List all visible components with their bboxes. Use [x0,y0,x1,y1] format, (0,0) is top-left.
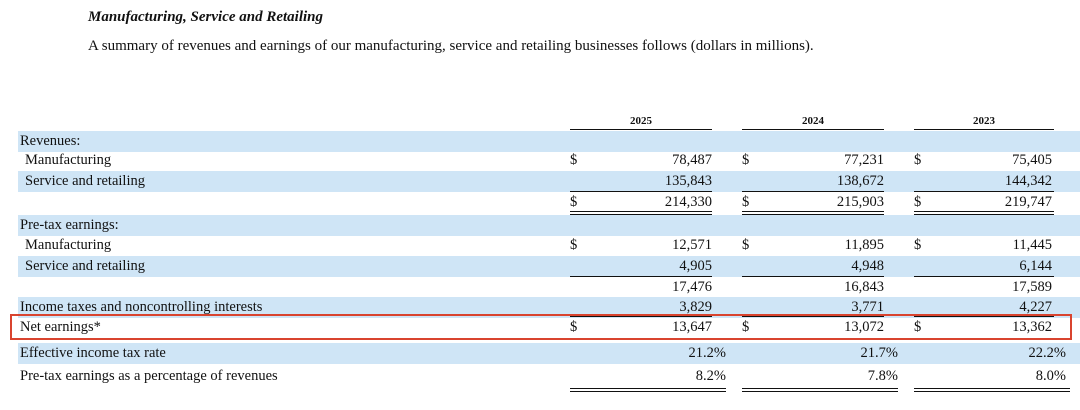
table-row-revenue-service: Service and retailing 135,843 138,672 14… [18,171,1080,192]
subtotal-rule [742,316,884,317]
value-2023: 17,589 [1012,279,1052,295]
value-2025: 8.2% [695,368,726,384]
currency-symbol: $ [570,319,578,335]
subtotal-rule [914,276,1054,277]
value-2023: 13,362 [1012,319,1052,335]
value-2025: 3,829 [679,299,712,315]
row-label: Net earnings* [20,319,101,335]
value-2023: 75,405 [1012,152,1052,168]
total-double-rule [570,211,712,215]
table-row-revenue-total: $ 214,330 $ 215,903 $ 219,747 [18,192,1080,213]
currency-symbol: $ [742,194,750,210]
value-2024: 4,948 [851,258,884,274]
subtotal-rule [570,316,712,317]
net-earnings-highlight-box [10,314,1072,340]
table-row-pretax-manufacturing: Manufacturing $ 12,571 $ 11,895 $ 11,445 [18,235,1080,256]
total-double-rule [914,211,1054,215]
value-2025: 17,476 [672,279,712,295]
table-row-revenues-header: Revenues: [18,131,1080,152]
subtotal-rule [914,191,1054,192]
subtotal-rule [570,191,712,192]
currency-symbol: $ [570,237,578,253]
value-2025: 12,571 [672,237,712,253]
column-header-2025: 2025 [630,115,652,127]
section-description: A summary of revenues and earnings of ou… [88,38,814,54]
table-row-revenue-manufacturing: Manufacturing $ 78,487 $ 77,231 $ 75,405 [18,150,1080,171]
currency-symbol: $ [742,237,750,253]
row-label: Revenues: [20,133,81,149]
value-2023: 6,144 [1019,258,1052,274]
currency-symbol: $ [914,152,922,168]
table-row-net-earnings: Net earnings* $ 13,647 $ 13,072 $ 13,362 [18,317,1080,338]
row-label: Service and retailing [25,173,145,189]
subtotal-rule [742,276,884,277]
value-2024: 3,771 [851,299,884,315]
table-row-pretax-service: Service and retailing 4,905 4,948 6,144 [18,256,1080,277]
value-2023: 144,342 [1004,173,1052,189]
row-label: Pre-tax earnings: [20,217,119,233]
subtotal-rule [570,276,712,277]
value-2024: 138,672 [836,173,884,189]
value-2024: 7.8% [867,368,898,384]
value-2023: 8.0% [1035,368,1066,384]
value-2025: 4,905 [679,258,712,274]
row-label: Effective income tax rate [20,345,166,361]
currency-symbol: $ [914,319,922,335]
currency-symbol: $ [914,237,922,253]
value-2024: 13,072 [844,319,884,335]
total-double-rule [914,388,1070,392]
total-double-rule [742,388,898,392]
value-2023: 22.2% [1028,345,1066,361]
value-2023: 4,227 [1019,299,1052,315]
value-2023: 11,445 [1012,237,1052,253]
column-header-2024: 2024 [802,115,824,127]
currency-symbol: $ [742,152,750,168]
value-2024: 77,231 [844,152,884,168]
subtotal-rule [914,316,1054,317]
value-2024: 11,895 [844,237,884,253]
table-row-pretax-pct: Pre-tax earnings as a percentage of reve… [18,366,1080,387]
row-label: Manufacturing [25,152,112,168]
currency-symbol: $ [570,152,578,168]
table-row-pretax-total: 17,476 16,843 17,589 [18,277,1080,298]
table-row-income-taxes: Income taxes and noncontrolling interest… [18,297,1080,318]
value-2024: 215,903 [836,194,884,210]
value-2025: 21.2% [688,345,726,361]
value-2023: 219,747 [1004,194,1052,210]
currency-symbol: $ [742,319,750,335]
value-2025: 13,647 [672,319,712,335]
column-header-underline [570,129,712,130]
table-row-pretax-header: Pre-tax earnings: [18,215,1080,236]
row-label: Service and retailing [25,258,145,274]
value-2024: 21.7% [860,345,898,361]
column-header-underline [914,129,1054,130]
row-label: Pre-tax earnings as a percentage of reve… [20,368,278,384]
value-2025: 135,843 [664,173,712,189]
section-title: Manufacturing, Service and Retailing [88,9,324,25]
value-2025: 78,487 [672,152,712,168]
currency-symbol: $ [914,194,922,210]
total-double-rule [742,211,884,215]
table-row-tax-rate: Effective income tax rate 21.2% 21.7% 22… [18,343,1080,364]
row-label: Income taxes and noncontrolling interest… [20,299,263,315]
column-header-2023: 2023 [973,115,995,127]
total-double-rule [570,388,726,392]
currency-symbol: $ [570,194,578,210]
value-2025: 214,330 [664,194,712,210]
subtotal-rule [742,191,884,192]
column-header-underline [742,129,884,130]
value-2024: 16,843 [844,279,884,295]
row-label: Manufacturing [25,237,112,253]
